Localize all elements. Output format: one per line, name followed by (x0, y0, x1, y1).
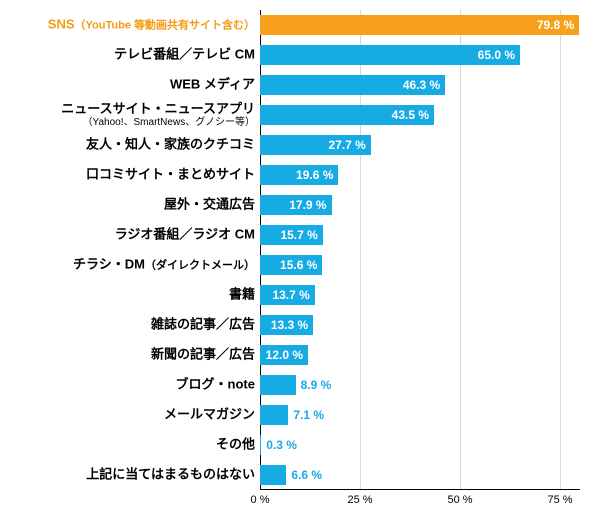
value-label: 13.3 % (271, 318, 308, 332)
category-label-main: SNS（YouTube 等動画共有サイト含む） (48, 18, 255, 33)
category-label: テレビ番組／テレビ CM (114, 48, 255, 63)
x-tick-label: 0 % (251, 494, 270, 506)
category-label: チラシ・DM（ダイレクトメール） (73, 258, 255, 273)
bar: 8.9 % (260, 375, 296, 395)
category-label: その他 (216, 438, 255, 453)
category-label-paren: （ダイレクトメール） (145, 260, 255, 272)
value-label: 46.3 % (403, 78, 440, 92)
bar: 65.0 % (260, 45, 520, 65)
value-label: 0.3 % (266, 438, 297, 452)
category-label-sub: （Yahoo!、SmartNews、グノシー等） (61, 117, 255, 129)
category-label-main: 友人・知人・家族のクチコミ (86, 138, 255, 153)
category-label: 新聞の記事／広告 (151, 348, 255, 363)
value-label: 15.7 % (280, 228, 317, 242)
value-label: 6.6 % (291, 468, 322, 482)
category-label-main: 雑誌の記事／広告 (151, 318, 255, 333)
x-tick-label: 75 % (547, 494, 572, 506)
chart-row: 雑誌の記事／広告 13.3 % (0, 310, 600, 340)
chart-row: ニュースサイト・ニュースアプリ（Yahoo!、SmartNews、グノシー等） 4… (0, 100, 600, 130)
category-label-main: 屋外・交通広告 (164, 198, 255, 213)
value-label: 13.7 % (272, 288, 309, 302)
category-label: ラジオ番組／ラジオ CM (115, 228, 255, 243)
bar: 12.0 % (260, 345, 308, 365)
horizontal-bar-chart: 0 % 25 % 50 % 75 % SNS（YouTube 等動画共有サイト含む） 79… (0, 0, 600, 521)
chart-row: ラジオ番組／ラジオ CM 15.7 % (0, 220, 600, 250)
category-label: メールマガジン (164, 408, 255, 423)
category-label: 雑誌の記事／広告 (151, 318, 255, 333)
chart-row: ブログ・note 8.9 % (0, 370, 600, 400)
value-label: 8.9 % (301, 378, 332, 392)
bar: 13.3 % (260, 315, 313, 335)
value-label: 43.5 % (392, 108, 429, 122)
category-label-main: ラジオ番組／ラジオ CM (115, 228, 255, 243)
category-label-main: その他 (216, 438, 255, 453)
bar: 7.1 % (260, 405, 288, 425)
bar: 46.3 % (260, 75, 445, 95)
value-label: 17.9 % (289, 198, 326, 212)
x-tick-label: 25 % (347, 494, 372, 506)
category-label-main: 上記に当てはまるものはない (86, 468, 255, 483)
category-label-main: 口コミサイト・まとめサイト (86, 168, 255, 183)
category-label-main: チラシ・DM（ダイレクトメール） (73, 258, 255, 273)
value-label: 19.6 % (296, 168, 333, 182)
bar: 15.7 % (260, 225, 323, 245)
category-label-paren: （YouTube 等動画共有サイト含む） (75, 20, 255, 32)
category-label: 書籍 (229, 288, 255, 303)
bar: 43.5 % (260, 105, 434, 125)
category-label: WEB メディア (170, 78, 255, 93)
chart-row: 口コミサイト・まとめサイト 19.6 % (0, 160, 600, 190)
category-label: 上記に当てはまるものはない (86, 468, 255, 483)
category-label: ニュースサイト・ニュースアプリ（Yahoo!、SmartNews、グノシー等） (61, 102, 255, 128)
category-label: SNS（YouTube 等動画共有サイト含む） (48, 18, 255, 33)
chart-row: その他 0.3 % (0, 430, 600, 460)
category-label-main: 新聞の記事／広告 (151, 348, 255, 363)
x-tick-label: 50 % (447, 494, 472, 506)
bar: 27.7 % (260, 135, 371, 155)
chart-row: SNS（YouTube 等動画共有サイト含む） 79.8 % (0, 10, 600, 40)
chart-row: 上記に当てはまるものはない 6.6 % (0, 460, 600, 490)
category-label-main: ニュースサイト・ニュースアプリ (61, 102, 255, 117)
value-label: 15.6 % (280, 258, 317, 272)
category-label: ブログ・note (176, 378, 255, 393)
value-label: 79.8 % (537, 18, 574, 32)
bar: 79.8 % (260, 15, 579, 35)
value-label: 65.0 % (478, 48, 515, 62)
chart-row: 書籍 13.7 % (0, 280, 600, 310)
value-label: 7.1 % (293, 408, 324, 422)
category-label-main: メールマガジン (164, 408, 255, 423)
category-label-main: 書籍 (229, 288, 255, 303)
bar: 0.3 % (260, 435, 261, 455)
chart-row: メールマガジン 7.1 % (0, 400, 600, 430)
category-label: 屋外・交通広告 (164, 198, 255, 213)
bar: 6.6 % (260, 465, 286, 485)
category-label-main: テレビ番組／テレビ CM (114, 48, 255, 63)
bar: 15.6 % (260, 255, 322, 275)
chart-row: テレビ番組／テレビ CM 65.0 % (0, 40, 600, 70)
chart-row: 新聞の記事／広告 12.0 % (0, 340, 600, 370)
bar: 19.6 % (260, 165, 338, 185)
chart-row: 友人・知人・家族のクチコミ 27.7 % (0, 130, 600, 160)
value-label: 27.7 % (328, 138, 365, 152)
category-label-main: ブログ・note (176, 378, 255, 393)
category-label: 口コミサイト・まとめサイト (86, 168, 255, 183)
category-label: 友人・知人・家族のクチコミ (86, 138, 255, 153)
chart-row: チラシ・DM（ダイレクトメール） 15.6 % (0, 250, 600, 280)
category-label-main: WEB メディア (170, 78, 255, 93)
chart-row: WEB メディア 46.3 % (0, 70, 600, 100)
value-label: 12.0 % (266, 348, 303, 362)
chart-row: 屋外・交通広告 17.9 % (0, 190, 600, 220)
bar: 17.9 % (260, 195, 332, 215)
bar: 13.7 % (260, 285, 315, 305)
